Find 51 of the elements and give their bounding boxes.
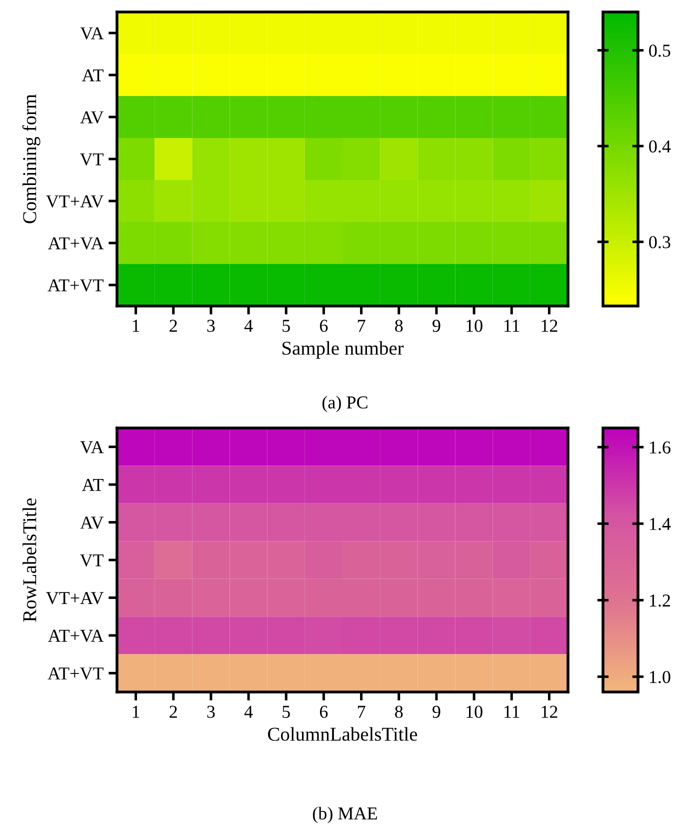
y-tick-label: VT+AV [46,195,104,208]
x-tick-label: 5 [282,320,290,332]
x-tick-label: 1 [132,320,140,332]
y-tick-label: AV [80,111,104,124]
y-tick-label: VT [80,153,104,166]
y-tick-label: VT [80,554,104,567]
x-tick-label: 3 [207,320,215,332]
y-tick-label: AT+VT [48,667,104,680]
color-bar-label: 1.2 [650,594,670,607]
color-bar-label: 0.5 [649,44,670,57]
x-tick-label: 11 [504,706,520,718]
x-tick-label: 9 [432,706,440,718]
x-tick-label: 8 [395,706,403,718]
y-tick-label: VA [80,441,104,454]
x-tick-label: 3 [207,706,215,718]
x-tick-label: 6 [320,320,328,332]
y-tick-label: AT [82,69,104,82]
x-tick-label: 5 [282,706,290,718]
x-tick-label: 4 [244,706,253,718]
x-tick-label: 2 [170,320,177,332]
x-tick-label: 8 [395,320,403,332]
x-tick-label: 1 [132,706,140,718]
x-tick-label: 11 [504,320,520,332]
color-bar-label: 0.4 [649,140,671,153]
x-axis-title: ColumnLabelsTitle [268,727,418,741]
y-axis-title: Combining form [22,94,40,224]
x-axis-title: Sample number [282,341,404,359]
x-tick-label: 7 [358,320,366,332]
color-bar-label: 1.0 [650,670,670,684]
x-tick-label: 4 [244,320,253,332]
y-tick-label: AT+VA [48,630,104,642]
y-tick-label: VA [80,27,104,40]
x-tick-label: 10 [466,706,482,718]
y-tick-label: AV [80,516,104,529]
y-tick-label: AT [82,478,104,491]
text: (b) MAE [312,806,377,824]
x-tick-label: 7 [358,706,366,718]
text: (a) PC [322,396,368,412]
y-axis-title: RowLabelsTitle [22,498,36,622]
color-bar-label: 0.3 [649,236,670,248]
y-tick-label: AT+VA [48,237,104,250]
y-tick-label: AT+VT [48,279,104,292]
color-bar-label: 1.6 [650,441,670,454]
x-tick-label: 2 [170,706,177,718]
color-bar-label: 1.4 [650,518,671,530]
x-tick-label: 12 [542,320,558,332]
x-tick-label: 9 [432,320,440,332]
x-tick-label: 12 [542,706,558,718]
x-tick-label: 6 [320,706,328,718]
y-tick-label: VT+AV [46,592,104,604]
x-tick-label: 10 [466,320,482,332]
